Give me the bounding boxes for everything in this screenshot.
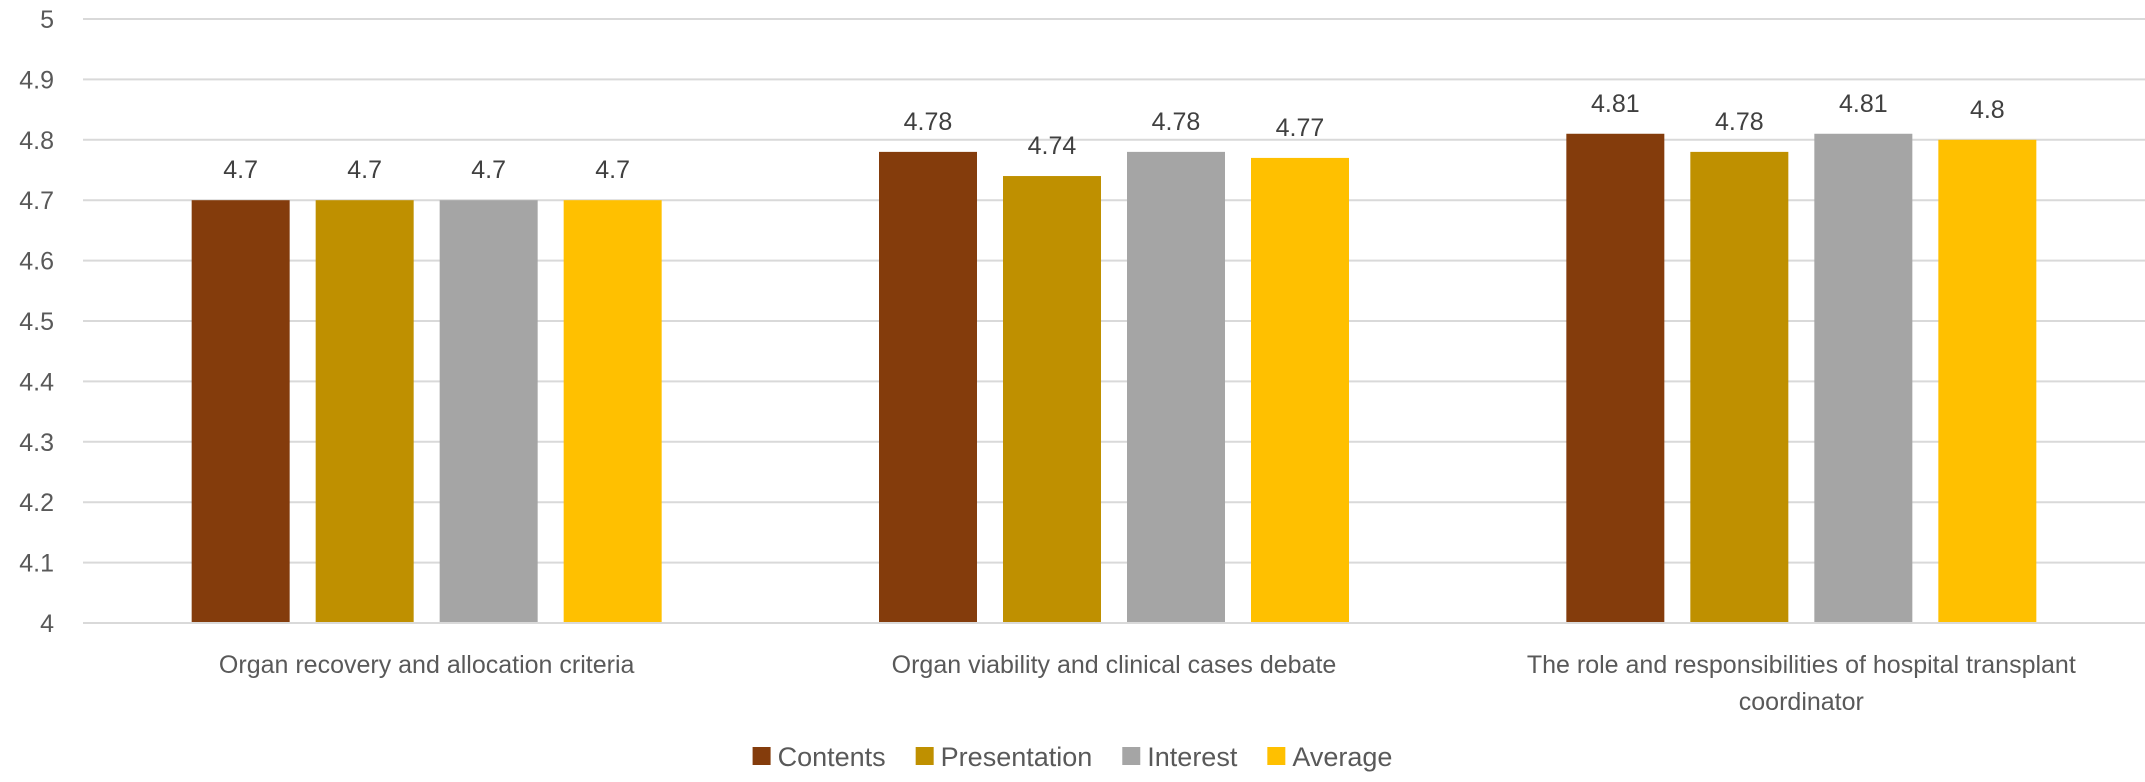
bar-contents [191,200,290,623]
bar-interest [1814,133,1913,623]
y-tick-label: 4.5 [19,308,54,336]
data-label: 4.7 [595,156,630,184]
y-tick-label: 4.1 [19,550,54,578]
legend-swatch-average [1267,747,1286,765]
data-label: 4.78 [904,108,953,136]
y-tick-label: 4.4 [19,368,54,396]
legend: Contents Presentation Interest Average [752,742,1392,772]
gridlines [83,18,2145,564]
y-tick-label: 4.9 [19,66,54,94]
data-labels: 4.7 4.7 4.7 4.7 4.78 4.74 4.78 4.77 4.81 4.78 4.81… [223,90,2004,184]
bar-average [563,200,662,623]
bar-presentation [1690,151,1789,623]
legend-label-average: Average [1292,742,1392,772]
category-label: Organ recovery and allocation criteria [219,651,635,679]
data-label: 4.7 [471,156,506,184]
y-tick-label: 4.3 [19,429,54,457]
legend-swatch-contents [752,747,771,765]
legend-swatch-interest [1122,747,1141,765]
data-label: 4.7 [223,156,258,184]
y-tick-label: 4.2 [19,489,54,517]
y-tick-label: 4 [40,610,54,638]
bar-average [1251,157,1349,624]
data-label: 4.81 [1591,90,1640,118]
category-label: coordinator [1739,688,1864,716]
legend-label-presentation: Presentation [941,742,1093,772]
data-label: 4.81 [1839,90,1888,118]
bars [191,133,2037,624]
bar-interest [439,200,538,623]
y-tick-label: 5 [40,6,54,34]
data-label: 4.7 [347,156,382,184]
data-label: 4.77 [1276,114,1325,142]
bar-interest [1127,151,1225,623]
bar-presentation [315,200,414,623]
data-label: 4.8 [1970,96,2005,124]
bar-presentation [1003,176,1101,624]
y-tick-label: 4.6 [19,248,54,276]
legend-label-contents: Contents [778,742,886,772]
bar-average [1938,139,2037,624]
category-label: The role and responsibilities of hospita… [1527,651,2076,679]
category-label: Organ viability and clinical cases debat… [892,651,1337,679]
y-tick-label: 4.7 [19,187,54,215]
bar-contents [1566,133,1665,623]
data-label: 4.78 [1152,108,1201,136]
data-label: 4.78 [1715,108,1764,136]
data-label: 4.74 [1028,132,1077,160]
y-axis-ticks: 4 4.1 4.2 4.3 4.4 4.5 4.6 4.7 4.8 4.9 5 [19,6,54,638]
legend-swatch-presentation [915,747,934,765]
bar-contents [879,151,977,623]
legend-label-interest: Interest [1147,742,1238,772]
category-labels: Organ recovery and allocation criteria Or… [219,651,2076,716]
y-tick-label: 4.8 [19,127,54,155]
